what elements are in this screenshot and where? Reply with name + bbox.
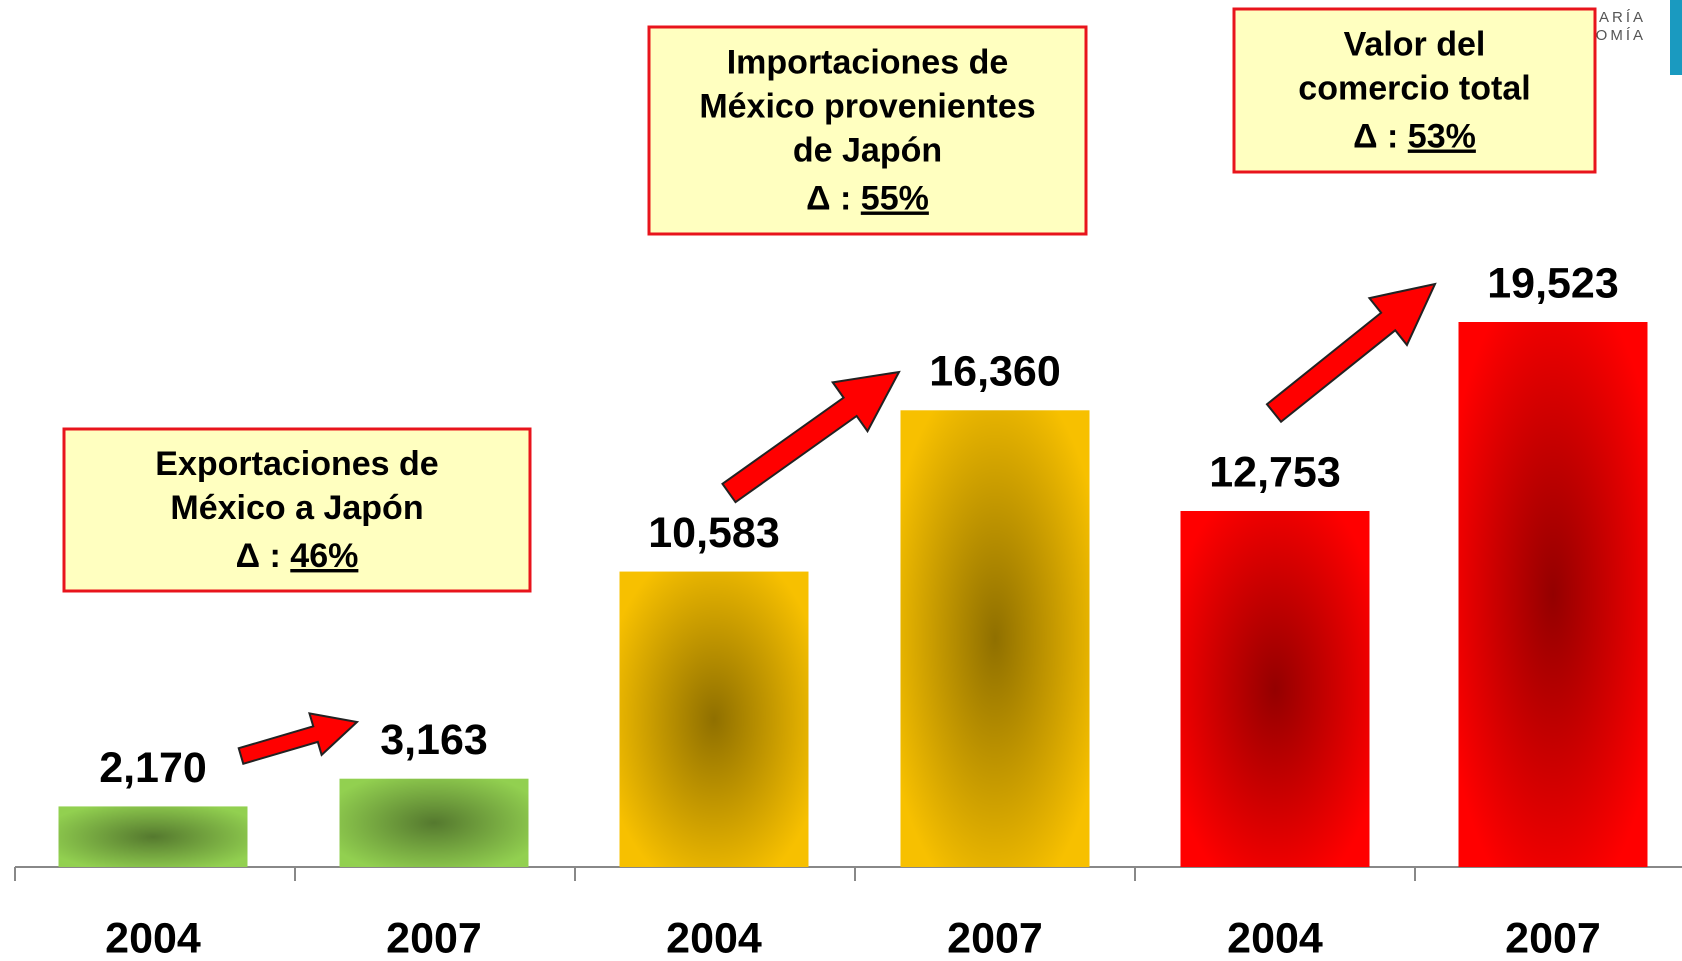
x-tick-label: 2004 [1227, 914, 1323, 961]
logo-text: OMÍA [1596, 27, 1646, 44]
x-tick-label: 2007 [947, 914, 1043, 961]
value-label: 2,170 [99, 744, 207, 792]
value-label: 10,583 [648, 509, 780, 557]
delta-label: Δ : [1353, 117, 1408, 155]
annotation-box [62, 427, 532, 593]
value-label: 3,163 [380, 716, 488, 764]
value-label: 19,523 [1487, 259, 1619, 307]
arrow [1265, 282, 1437, 424]
delta-value: 55% [861, 179, 929, 217]
x-tick-label: 2007 [386, 914, 482, 961]
value-label: 12,753 [1209, 448, 1341, 496]
x-tick-label: 2007 [1505, 914, 1601, 961]
annotation-delta: Δ : 55% [806, 179, 929, 217]
arrow [721, 370, 901, 504]
annotation-text: comercio total [1298, 69, 1530, 107]
annotation-box [647, 25, 1088, 236]
bar-shade [1458, 322, 1648, 867]
annotation-text: de Japón [793, 131, 942, 169]
bar-shade [1180, 510, 1370, 867]
delta-label: Δ : [806, 179, 861, 217]
delta-label: Δ : [236, 537, 291, 575]
annotation-text: Valor del [1344, 25, 1486, 63]
bar-shade [900, 410, 1090, 867]
annotation-delta: Δ : 46% [236, 537, 359, 575]
bar-shade [619, 571, 809, 867]
logo-text: ARÍA [1599, 9, 1646, 26]
annotation-text: Importaciones de [727, 43, 1009, 81]
delta-value: 53% [1408, 117, 1476, 155]
bar-shade [58, 806, 248, 867]
annotation-delta: Δ : 53% [1353, 117, 1476, 155]
annotation-text: México provenientes [699, 87, 1035, 125]
annotation-box [1232, 7, 1597, 174]
bar-shade [339, 778, 529, 867]
annotation-text: México a Japón [170, 489, 423, 527]
delta-value: 46% [290, 537, 358, 575]
x-tick-label: 2004 [666, 914, 762, 961]
logo-bar [1670, 0, 1682, 75]
value-label: 16,360 [929, 348, 1061, 396]
arrow [237, 712, 360, 766]
annotation-text: Exportaciones de [155, 445, 438, 483]
x-tick-label: 2004 [105, 914, 201, 961]
